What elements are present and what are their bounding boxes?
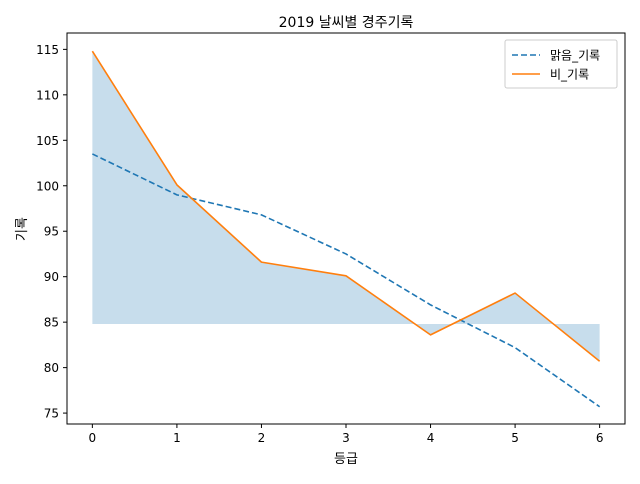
- chart-title: 2019 날씨별 경주기록: [279, 15, 414, 31]
- series-layer: [91, 50, 601, 408]
- legend-label-1: 비_기록: [550, 68, 589, 82]
- y-tick-label: 90: [44, 270, 59, 284]
- x-tick-label: 0: [89, 431, 97, 445]
- y-axis-ticks: 75 80 85 90 95 100 105 110 115: [36, 43, 67, 421]
- y-tick-label: 80: [44, 361, 59, 375]
- series-line-0: [92, 153, 601, 408]
- y-tick-label: 110: [36, 88, 59, 102]
- x-axis-label: 등급: [334, 452, 358, 467]
- y-tick-label: 115: [36, 43, 59, 57]
- x-tick-label: 3: [342, 431, 350, 445]
- x-tick-label: 5: [511, 431, 519, 445]
- y-tick-label: 95: [44, 225, 59, 239]
- x-tick-label: 2: [258, 431, 266, 445]
- series-line-1: [91, 50, 601, 362]
- y-tick-label: 100: [36, 179, 59, 193]
- x-tick-label: 4: [427, 431, 435, 445]
- x-tick-label: 1: [173, 431, 181, 445]
- legend-label-0: 맑음_기록: [550, 49, 600, 63]
- y-tick-label: 75: [44, 407, 59, 421]
- y-tick-label: 85: [44, 316, 59, 330]
- y-tick-label: 105: [36, 134, 59, 148]
- fill-between-area: [92, 51, 600, 362]
- fill-between-layer: [92, 51, 600, 362]
- legend: 맑음_기록 비_기록: [504, 39, 618, 89]
- x-tick-label: 6: [596, 431, 604, 445]
- legend-box: [504, 39, 618, 89]
- y-axis-label: 기록: [15, 217, 30, 241]
- x-axis-ticks: 0 1 2 3 4 5 6: [89, 424, 604, 445]
